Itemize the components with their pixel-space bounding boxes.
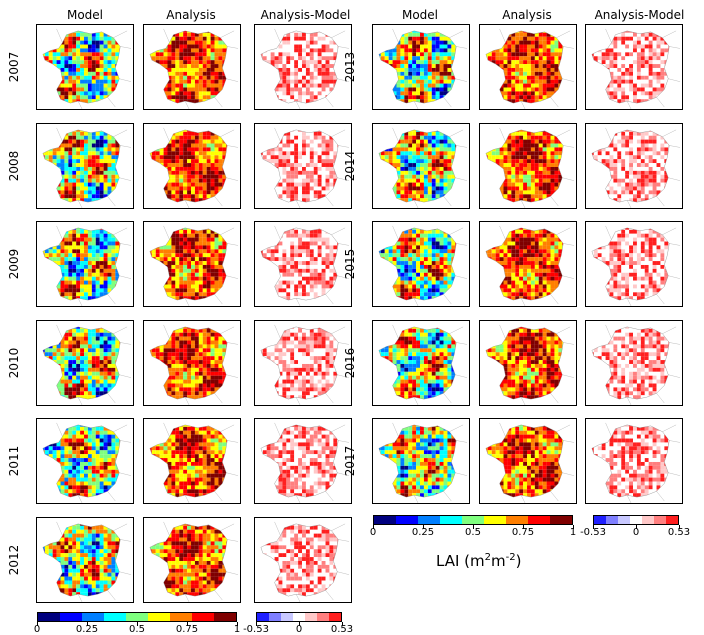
map-2011-analysis: [143, 418, 241, 504]
map-2010-analysis: [143, 319, 241, 406]
lai-right-tick-label: 0.5: [465, 527, 481, 538]
map-2010-model: [36, 319, 134, 406]
diff-right-tick-label: 0.53: [667, 527, 691, 538]
map-2013-diff: [585, 24, 683, 110]
lai-colorbar-left: [37, 612, 237, 622]
lai-right-tickmark: [523, 525, 524, 529]
map-2007-model: [36, 24, 134, 110]
year-label-2012: 2012: [7, 544, 21, 575]
lai-right-tickmark: [373, 525, 374, 529]
lai-left-tick-label: 0.5: [129, 624, 145, 635]
year-label-2007: 2007: [7, 51, 21, 83]
lai-right-tick-label: 0.25: [411, 527, 435, 538]
diff-right-tickmark: [679, 525, 680, 529]
map-2007-diff: [254, 24, 352, 110]
map-2013-analysis: [479, 24, 577, 110]
diff-left-tickmark: [299, 622, 300, 626]
map-2008-diff: [254, 122, 352, 209]
map-2009-diff: [254, 221, 352, 307]
lai-right-tick-label: 0: [369, 527, 377, 538]
map-2009-model: [36, 221, 134, 307]
header-model-right: Model: [401, 8, 439, 22]
map-2011-model: [36, 418, 134, 504]
map-2015-diff: [585, 221, 683, 307]
year-label-2014: 2014: [343, 150, 357, 181]
diff-left-tick-label: -0.53: [243, 624, 269, 635]
diff-colorbar-left: [256, 612, 342, 622]
year-label-2015: 2015: [343, 248, 357, 280]
header-analysis-model-left: Analysis-Model: [260, 8, 351, 22]
diff-colorbar-right: [593, 515, 679, 525]
year-label-2008: 2008: [7, 150, 21, 181]
map-2017-diff: [585, 418, 683, 504]
lai-right-tickmark: [573, 525, 574, 529]
diff-right-tickmark: [636, 525, 637, 529]
map-2014-model: [372, 122, 470, 209]
diff-right-tickmark: [593, 525, 594, 529]
map-2012-model: [36, 516, 134, 603]
map-2014-analysis: [479, 122, 577, 209]
lai-right-tickmark: [473, 525, 474, 529]
diff-right-tick-label: 0: [632, 527, 640, 538]
header-model-left: Model: [66, 8, 104, 22]
map-2009-analysis: [143, 221, 241, 307]
header-analysis-right: Analysis: [502, 8, 552, 22]
lai-unit-label: LAI (m2m-2): [436, 552, 522, 570]
lai-left-tickmark: [187, 622, 188, 626]
header-analysis-left: Analysis: [166, 8, 216, 22]
year-label-2011: 2011: [7, 445, 21, 477]
year-label-2013: 2013: [343, 51, 357, 83]
map-2015-analysis: [479, 221, 577, 307]
map-2016-analysis: [479, 319, 577, 406]
lai-right-tick-label: 1: [569, 527, 577, 538]
lai-left-tickmark: [87, 622, 88, 626]
header-analysis-model-right: Analysis-Model: [594, 8, 685, 22]
map-2015-model: [372, 221, 470, 307]
map-2008-model: [36, 122, 134, 209]
map-2016-model: [372, 319, 470, 406]
map-2012-analysis: [143, 516, 241, 603]
diff-left-tick-label: 0: [295, 624, 303, 635]
year-label-2016: 2016: [343, 347, 357, 378]
lai-right-tick-label: 0.75: [511, 527, 535, 538]
map-2010-diff: [254, 319, 352, 406]
diff-left-tickmark: [256, 622, 257, 626]
lai-left-tickmark: [137, 622, 138, 626]
year-label-2017: 2017: [343, 445, 357, 477]
map-2014-diff: [585, 122, 683, 209]
lai-left-tick-label: 0: [33, 624, 41, 635]
map-2013-model: [372, 24, 470, 110]
map-2011-diff: [254, 418, 352, 504]
map-2007-analysis: [143, 24, 241, 110]
lai-left-tick-label: 1: [233, 624, 241, 635]
map-2008-analysis: [143, 122, 241, 209]
year-label-2010: 2010: [7, 347, 21, 378]
diff-left-tickmark: [342, 622, 343, 626]
diff-left-tick-label: 0.53: [330, 624, 354, 635]
lai-left-tick-label: 0.25: [75, 624, 99, 635]
lai-right-tickmark: [423, 525, 424, 529]
lai-colorbar-right: [373, 515, 573, 525]
lai-left-tickmark: [237, 622, 238, 626]
map-2016-diff: [585, 319, 683, 406]
year-label-2009: 2009: [7, 248, 21, 280]
map-2017-model: [372, 418, 470, 504]
diff-right-tick-label: -0.53: [580, 527, 606, 538]
lai-left-tick-label: 0.75: [175, 624, 199, 635]
map-2012-diff: [254, 516, 352, 603]
lai-left-tickmark: [37, 622, 38, 626]
map-2017-analysis: [479, 418, 577, 504]
